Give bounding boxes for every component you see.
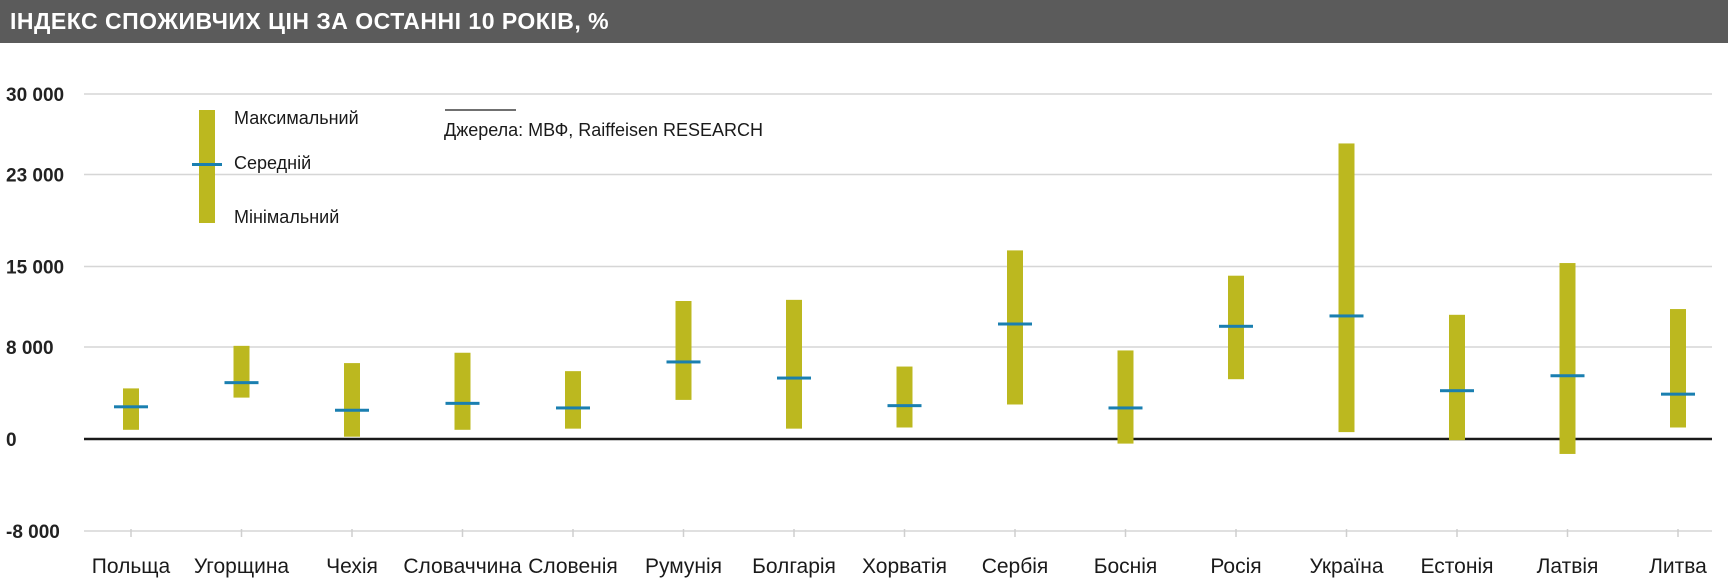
mean-marker	[335, 408, 369, 412]
category-label: Литва	[1649, 555, 1707, 578]
category-label: Чехія	[326, 555, 378, 578]
category-label: Румунія	[645, 555, 722, 578]
legend-mean-label: Середній	[234, 153, 311, 173]
mean-marker	[777, 376, 811, 380]
title-bar: ІНДЕКС СПОЖИВЧИХ ЦІН ЗА ОСТАННІ 10 РОКІВ…	[0, 0, 1728, 43]
category-label: Україна	[1309, 555, 1383, 578]
y-tick-label: 0	[6, 430, 17, 451]
range-bar	[123, 388, 139, 430]
mean-marker	[224, 381, 259, 385]
mean-marker	[887, 404, 922, 408]
y-tick-label: 23 000	[6, 166, 64, 187]
category-label: Угорщина	[194, 555, 290, 578]
x-axis: Польща Угорщина Чехія Словаччина Словенія Рум…	[92, 529, 1707, 578]
range-bar	[1338, 143, 1355, 433]
mean-marker	[1661, 392, 1695, 396]
mean-marker	[998, 322, 1032, 326]
y-axis: -8 000 0 8 000 15 000 23 000 30 000	[6, 85, 64, 543]
range-bar	[1117, 350, 1134, 444]
range-bar	[344, 363, 360, 437]
category-label: Латвія	[1537, 555, 1599, 578]
legend-mean-swatch	[192, 163, 222, 166]
y-tick-label: -8 000	[6, 522, 60, 543]
range-bar	[565, 371, 581, 429]
range-bar	[1007, 250, 1023, 405]
range-bar	[1449, 314, 1465, 441]
mean-marker	[556, 406, 590, 410]
y-tick-label: 8 000	[6, 338, 54, 359]
range-bar	[675, 301, 692, 400]
category-label: Боснія	[1094, 555, 1158, 578]
grid-layer	[84, 93, 1712, 532]
mean-marker	[1440, 389, 1474, 393]
category-label: Болгарія	[752, 555, 836, 578]
y-tick-label: 15 000	[6, 258, 64, 279]
legend-max-label: Максимальний	[234, 108, 359, 128]
range-bar	[233, 345, 250, 398]
legend-range-swatch	[199, 110, 215, 223]
mean-marker	[1329, 314, 1364, 318]
category-label: Словаччина	[403, 555, 522, 578]
category-label: Польща	[92, 555, 171, 578]
mean-marker	[666, 360, 701, 364]
legend: Максимальний Середній Мінімальний	[192, 108, 359, 227]
bars-layer	[114, 143, 1695, 454]
category-label: Естонія	[1421, 555, 1494, 578]
mean-marker	[114, 405, 148, 409]
source-note: Джерела: МВФ, Raiffeisen RESEARCH	[444, 109, 763, 140]
range-bar	[1559, 263, 1576, 454]
chart-title: ІНДЕКС СПОЖИВЧИХ ЦІН ЗА ОСТАННІ 10 РОКІВ…	[10, 8, 610, 34]
mean-marker	[1219, 324, 1253, 328]
mean-marker	[445, 401, 480, 405]
range-bar	[1670, 309, 1686, 428]
mean-marker	[1108, 406, 1143, 410]
category-label: Сербія	[982, 555, 1049, 578]
range-bar	[786, 299, 802, 429]
range-bar	[896, 366, 913, 428]
legend-min-label: Мінімальний	[234, 207, 339, 227]
range-bar	[454, 352, 471, 430]
source-text: Джерела: МВФ, Raiffeisen RESEARCH	[444, 120, 763, 140]
mean-marker	[1550, 374, 1585, 378]
category-label: Словенія	[528, 555, 618, 578]
category-label: Росія	[1210, 555, 1261, 578]
category-label: Хорватія	[862, 555, 947, 578]
y-tick-label: 30 000	[6, 85, 64, 106]
